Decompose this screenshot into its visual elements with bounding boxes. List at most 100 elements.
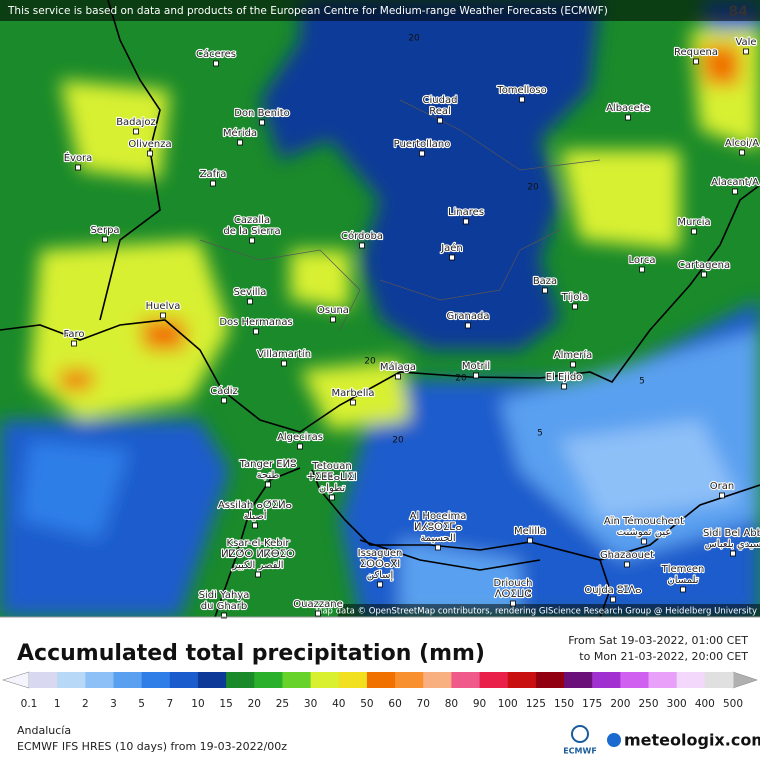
place-marker xyxy=(625,114,631,121)
place: Ghazaouet xyxy=(599,549,655,568)
place-marker xyxy=(449,254,455,261)
place-marker xyxy=(330,316,336,323)
date-to: to Mon 21-03-2022, 20:00 CET xyxy=(579,650,748,663)
legend-label: 60 xyxy=(388,698,401,710)
place: Almería xyxy=(553,348,593,368)
forecast-step: 84 xyxy=(729,4,749,20)
legend: 0.1 1 2 3 5 7 10 15 20 25 30 40 50 60 70 80 90 100 125 150 1… xyxy=(1,671,758,710)
place-marker xyxy=(610,596,616,603)
place-label: ⵉⵙⵙⴰⴳⵏ xyxy=(360,559,400,570)
title: Accumulated total precipitation (mm) xyxy=(17,641,485,666)
contour-label: 20 xyxy=(408,34,420,44)
legend-swatch xyxy=(29,672,58,688)
place: Sevilla xyxy=(232,286,268,305)
place-marker xyxy=(701,271,707,278)
place-marker xyxy=(255,571,261,578)
place: Cádiz xyxy=(209,384,239,404)
place-label: Sidi Yahya xyxy=(199,590,250,601)
place-marker xyxy=(160,312,166,319)
place: Córdoba xyxy=(340,229,384,249)
legend-swatch xyxy=(197,672,227,688)
place-label: Tomelloso xyxy=(496,85,546,96)
place: Osuna xyxy=(316,304,350,323)
legend-label: 2 xyxy=(82,698,89,710)
place: Alcoi/A xyxy=(724,137,760,156)
contour-label: 20 xyxy=(455,374,467,384)
legend-label: 150 xyxy=(554,698,574,710)
place-label: Olivenza xyxy=(128,139,171,150)
place: Algeciras xyxy=(276,431,324,450)
place-label: Córdoba xyxy=(341,230,383,242)
place-marker xyxy=(510,600,516,607)
place: Lorca xyxy=(627,254,657,273)
place-label: الحسيمة xyxy=(420,533,455,544)
place-label: Zafra xyxy=(200,169,227,180)
place-marker xyxy=(527,537,533,544)
place-label: Málaga xyxy=(380,361,416,373)
legend-label: 70 xyxy=(417,698,430,710)
place-marker xyxy=(259,119,265,126)
place-label: de la Sierra xyxy=(223,226,280,237)
place-label: ⴷⵔⵉⵡⵛ xyxy=(495,589,532,600)
place-label: Ksar-el-Kebir xyxy=(227,538,291,549)
place: Albacete xyxy=(605,102,651,121)
place-label: Real xyxy=(429,106,451,117)
legend-label: 0.1 xyxy=(21,698,38,710)
place-label: Villamartín xyxy=(257,348,311,360)
place-marker xyxy=(213,60,219,67)
borders xyxy=(0,0,760,617)
place-marker xyxy=(730,550,736,557)
place: Zafra xyxy=(199,168,227,187)
place-label: Dos Hermanas xyxy=(219,317,292,328)
legend-swatch xyxy=(113,672,143,688)
place-marker xyxy=(437,117,443,124)
place: Évora xyxy=(63,150,93,171)
place-label: Jaén xyxy=(440,242,463,254)
place-marker xyxy=(680,586,686,593)
place: Faro xyxy=(62,328,86,347)
place-label: Sidi Bel Abb xyxy=(703,528,760,539)
place: Serpa xyxy=(89,224,121,243)
place-label: Cádiz xyxy=(210,385,238,397)
place-label: Ghazaouet xyxy=(600,550,654,561)
place: Baza xyxy=(532,275,558,294)
date-from: From Sat 19-03-2022, 01:00 CET xyxy=(568,634,748,647)
place: Murcia xyxy=(676,216,712,235)
legend-swatch xyxy=(507,672,537,688)
place: Motril xyxy=(461,360,491,379)
place: Melilla xyxy=(513,525,547,544)
legend-label: 100 xyxy=(498,698,518,710)
place: Requena xyxy=(673,46,719,65)
place-label: القصر الكبير xyxy=(231,560,283,571)
contour-label: 20 xyxy=(392,436,404,446)
legend-label: 90 xyxy=(473,698,486,710)
place-label: ⵍⵃⵓⵙⵉⵎⴰ xyxy=(414,522,462,533)
place-label: عين تموشنت xyxy=(617,527,672,538)
place-label: Tetouan xyxy=(311,461,351,472)
legend-swatch xyxy=(648,672,678,688)
place-label: Linares xyxy=(448,207,484,218)
place: Oujda ⵓⵊⴷⴰ xyxy=(583,584,643,603)
place-marker xyxy=(419,150,425,157)
province-borders xyxy=(199,99,601,331)
place-marker xyxy=(463,218,469,225)
legend-label: 500 xyxy=(723,698,743,710)
site-logo-text: meteologix.com xyxy=(624,731,760,750)
place-label: Issaguen xyxy=(358,548,403,559)
place: Vale xyxy=(734,36,758,55)
place: El Ejido xyxy=(545,371,583,390)
legend-label: 50 xyxy=(360,698,373,710)
place-marker xyxy=(691,228,697,235)
legend-below xyxy=(1,671,30,689)
place-label: ⵜⵉⵟⵟⴰⵡⵉⵏ xyxy=(307,472,357,483)
place-label: Mérida xyxy=(223,127,257,139)
legend-swatch xyxy=(535,672,565,688)
